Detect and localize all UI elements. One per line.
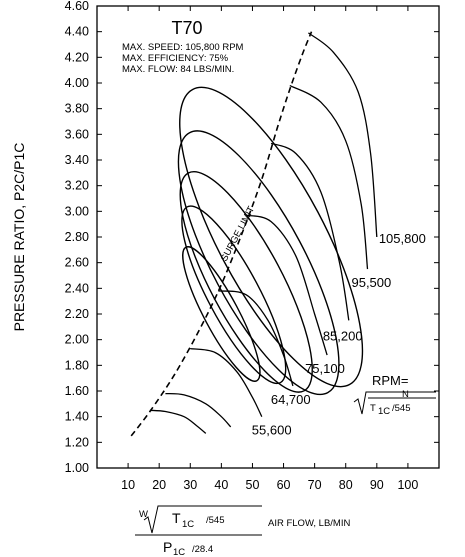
speed-label: 75,100 — [305, 361, 345, 376]
speed-line — [149, 409, 207, 434]
y-tick-label: 2.80 — [65, 230, 89, 244]
efficiency-island — [179, 86, 364, 388]
x-w-label: W — [139, 509, 148, 520]
speed-line — [165, 392, 232, 428]
y-tick-label: 3.40 — [65, 153, 89, 167]
x-tick-label: 20 — [152, 478, 166, 492]
surge-limit-line — [130, 31, 313, 437]
rpm-t-div: /545 — [392, 403, 411, 414]
y-tick-label: 4.40 — [65, 25, 89, 39]
rpm-label: RPM= — [372, 373, 408, 388]
speed-label: 85,200 — [323, 328, 363, 343]
efficiency-island — [177, 130, 340, 396]
x-root-sign — [143, 505, 262, 534]
y-tick-label: 2.40 — [65, 281, 89, 295]
rpm-formula: RPM= N T 1C /545 — [353, 373, 436, 417]
speed-label: 55,600 — [252, 423, 292, 438]
x-tick-label: 10 — [121, 478, 135, 492]
y-tick-label: 2.00 — [65, 333, 89, 347]
rpm-t-sub: 1C — [378, 406, 390, 417]
efficiency-islands — [177, 86, 364, 396]
y-tick-label: 4.60 — [65, 0, 89, 13]
speed-label: 95,500 — [351, 275, 391, 290]
x-t-div: /545 — [206, 515, 225, 526]
y-tick-label: 4.20 — [65, 50, 89, 64]
speed-line — [246, 214, 328, 356]
speed-label: 64,700 — [271, 392, 311, 407]
spec-max-efficiency: MAX. EFFICIENCY: 75% — [122, 53, 229, 64]
y-tick-label: 4.00 — [65, 76, 89, 90]
x-p-label: P — [163, 539, 172, 555]
y-tick-label: 1.80 — [65, 358, 89, 372]
y-tick-label: 1.00 — [65, 461, 89, 475]
y-axis: 1.00 1.20 1.40 1.60 1.80 2.00 2.20 2.40 2.60 2.80… — [65, 0, 439, 475]
y-tick-label: 3.80 — [65, 102, 89, 116]
spec-max-speed: MAX. SPEED: 105,800 RPM — [122, 42, 244, 53]
y-axis-label: PRESSURE RATIO, P2C/P1C — [11, 143, 27, 332]
y-tick-label: 3.00 — [65, 204, 89, 218]
x-tick-label: 70 — [308, 478, 322, 492]
speed-label: 105,800 — [379, 231, 426, 246]
x-tick-label: 100 — [397, 478, 418, 492]
x-tick-label: 30 — [183, 478, 197, 492]
speed-line — [289, 85, 369, 270]
x-p-div: /28.4 — [192, 544, 213, 555]
x-tick-label: 80 — [339, 478, 353, 492]
y-tick-label: 2.20 — [65, 307, 89, 321]
y-tick-label: 1.40 — [65, 410, 89, 424]
spec-max-flow: MAX. FLOW: 84 LBS/MIN. — [122, 64, 234, 75]
speed-line — [218, 290, 294, 387]
x-axis-label: AIR FLOW, LB/MIN — [268, 518, 350, 529]
speed-line — [307, 32, 378, 238]
x-t-sub: 1C — [182, 519, 194, 530]
x-tick-label: 60 — [277, 478, 291, 492]
x-tick-label: 50 — [246, 478, 260, 492]
speed-lines — [149, 32, 378, 434]
rpm-root-sign — [353, 391, 436, 415]
x-p-sub: 1C — [173, 547, 185, 557]
x-t-label: T — [172, 510, 181, 526]
rpm-n-label: N — [402, 389, 409, 400]
y-tick-label: 3.20 — [65, 179, 89, 193]
x-axis: 10 20 30 40 50 60 70 80 90 100 — [121, 6, 418, 492]
x-tick-label: 40 — [214, 478, 228, 492]
y-tick-label: 1.60 — [65, 384, 89, 398]
y-tick-label: 1.20 — [65, 435, 89, 449]
x-axis-formula: W T 1C /545 P 1C /28.4 AIR FLOW, LB/MIN — [135, 505, 350, 557]
y-tick-label: 3.60 — [65, 127, 89, 141]
chart-title: T70 — [171, 18, 202, 38]
speed-line — [270, 142, 350, 321]
speed-labels: 105,800 95,500 85,200 75,100 64,700 55,600 — [252, 231, 426, 438]
rpm-t-label: T — [370, 403, 376, 414]
y-tick-label: 2.60 — [65, 256, 89, 270]
x-tick-label: 90 — [370, 478, 384, 492]
speed-line — [190, 347, 263, 417]
